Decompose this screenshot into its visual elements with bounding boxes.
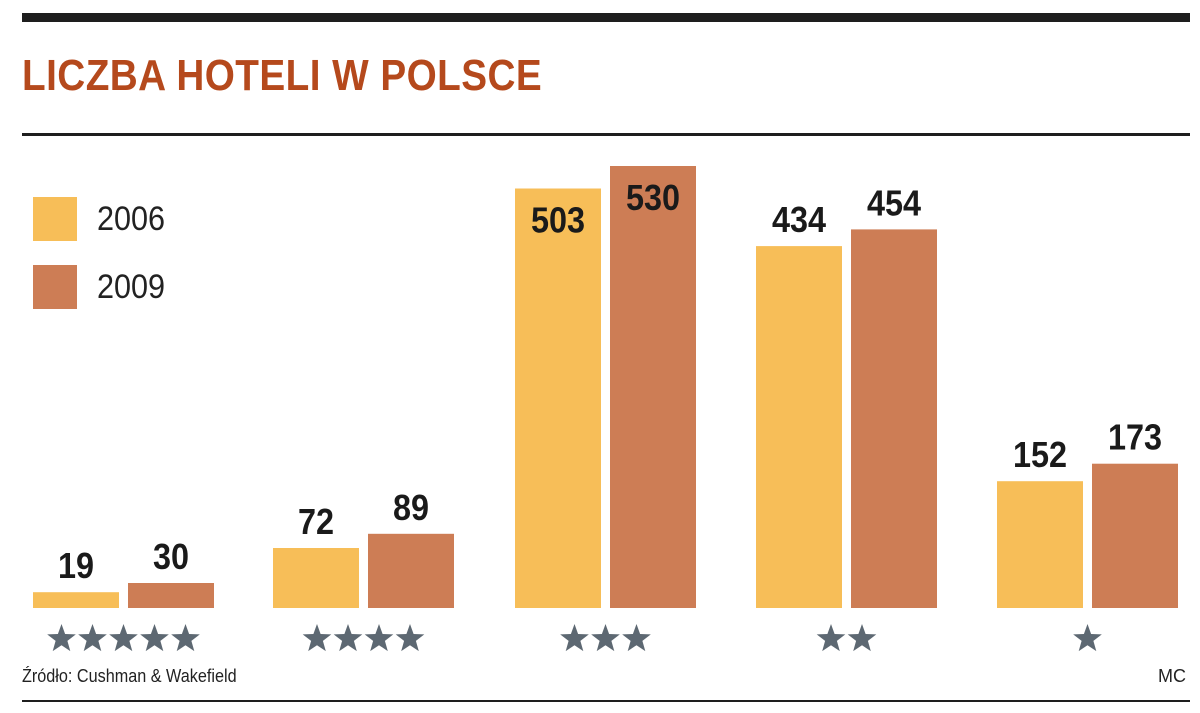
top-rule [22,13,1190,22]
bar-2006-cat-1 [33,592,119,608]
star-icon [395,624,425,652]
star-icon [140,624,169,652]
value-label-2009-cat-1: 30 [153,537,189,577]
star-icon [622,624,651,652]
category-stars-5: ★ [1073,624,1102,652]
value-label-2009-cat-5: 173 [1108,418,1162,458]
bar-group-5: 152 173 ★ [997,418,1178,652]
value-label-2009-cat-2: 89 [393,488,429,528]
star-icon [560,624,589,652]
bar-2009-cat-2 [368,533,454,608]
star-icon [816,624,846,652]
value-label-2006-cat-3: 503 [531,201,585,241]
category-stars-2: ★★★★ [302,624,425,652]
value-label-2006-cat-1: 19 [58,547,94,587]
bar-group-2: 72 89 ★★★★ [273,488,454,652]
bar-2006-cat-2 [273,548,359,608]
legend-swatch-2009 [33,265,77,309]
header-rule [22,133,1190,136]
star-icon [302,624,332,652]
value-label-2009-cat-4: 454 [867,184,921,224]
star-icon [333,624,363,652]
category-stars-3: ★★★ [560,624,651,652]
star-icon [109,624,138,652]
star-icon [47,624,76,652]
star-icon [591,624,620,652]
legend-item-2009: 2009 [33,265,173,309]
star-icon [78,624,107,652]
author-credit: MC [1158,666,1186,686]
value-label-2006-cat-5: 152 [1013,436,1067,476]
bar-2009-cat-1 [128,583,214,608]
chart-title: LICZBA HOTELI W POLSCE [22,51,543,100]
category-stars-4: ★★ [816,624,877,652]
legend-swatch-2006 [33,197,77,241]
bar-2006-cat-3 [515,188,601,608]
bar-group-1: 19 30 ★★★★★ [33,537,214,652]
category-stars-1: ★★★★★ [47,624,200,652]
value-label-2006-cat-2: 72 [298,502,334,542]
star-icon [364,624,394,652]
star-icon [847,624,877,652]
value-label-2009-cat-3: 530 [626,178,680,218]
legend-label-2009: 2009 [97,267,166,306]
bar-2006-cat-5 [997,481,1083,608]
bar-2009-cat-4 [851,229,937,608]
bar-2009-cat-5 [1092,463,1178,608]
bar-2006-cat-4 [756,246,842,608]
source-note: Źródło: Cushman & Wakefield [22,666,237,686]
legend-item-2006: 2006 [33,197,173,241]
bar-group-4: 434 454 ★★ [756,184,937,652]
legend-label-2006: 2006 [97,199,166,238]
value-label-2006-cat-4: 434 [772,201,826,241]
bottom-rule [22,700,1190,702]
star-icon [1073,624,1102,652]
bar-group-3: 503 530 ★★★ [515,166,696,652]
bar-2009-cat-3 [610,166,696,608]
star-icon [171,624,200,652]
